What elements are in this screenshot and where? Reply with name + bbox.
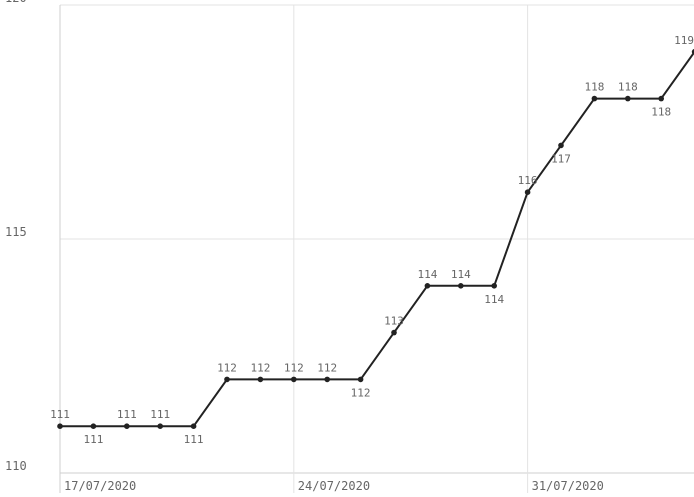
data-label: 114 (451, 268, 471, 281)
x-tick-label: 24/07/2020 (298, 479, 370, 493)
data-label: 117 (551, 152, 571, 165)
data-label: 111 (150, 408, 170, 421)
axes: 110 115 120 17/07/2020 24/07/2020 31/07/2020 (5, 0, 604, 493)
data-label: 118 (584, 81, 604, 94)
data-point (691, 49, 694, 55)
data-point (558, 142, 564, 149)
data-point (357, 376, 364, 383)
data-label: 111 (184, 433, 204, 446)
data-label: 118 (618, 81, 638, 94)
data-label: 112 (317, 361, 337, 374)
data-label: 113 (384, 315, 404, 328)
grid-lines (60, 4, 694, 493)
series-line (60, 51, 694, 428)
data-point (224, 376, 230, 383)
data-label: 118 (651, 106, 671, 119)
data-label: 114 (417, 268, 437, 281)
data-labels: 111 111 111 111 111 112 112 112 112 112 113 114 114 1… (50, 34, 694, 446)
data-point (625, 95, 631, 102)
data-point (124, 423, 130, 430)
data-point (291, 376, 297, 383)
y-tick-label: 115 (5, 225, 27, 239)
data-label: 112 (217, 361, 237, 374)
data-point (424, 283, 431, 289)
data-label: 111 (117, 408, 137, 421)
data-point (90, 423, 97, 430)
data-point (190, 423, 197, 430)
data-point (157, 423, 163, 430)
data-point (458, 283, 464, 289)
data-label: 112 (351, 386, 371, 399)
data-point (658, 95, 664, 102)
data-label: 119 (674, 34, 694, 47)
data-label: 116 (518, 174, 538, 187)
y-tick-label: 120 (5, 0, 27, 5)
data-point (257, 376, 264, 383)
x-tick-label: 17/07/2020 (64, 479, 136, 493)
data-label: 112 (284, 361, 304, 374)
data-label: 111 (50, 408, 70, 421)
data-point (591, 95, 598, 102)
data-label: 111 (83, 433, 103, 446)
data-point (491, 283, 498, 289)
data-point (57, 423, 63, 430)
data-label: 112 (250, 361, 270, 374)
data-point (524, 189, 531, 195)
y-tick-label: 110 (5, 459, 27, 473)
data-label: 114 (484, 293, 504, 306)
series-line-layer (60, 51, 694, 428)
x-tick-label: 31/07/2020 (532, 479, 604, 493)
data-point (391, 329, 397, 336)
data-point (324, 376, 331, 383)
data-points (57, 49, 694, 430)
